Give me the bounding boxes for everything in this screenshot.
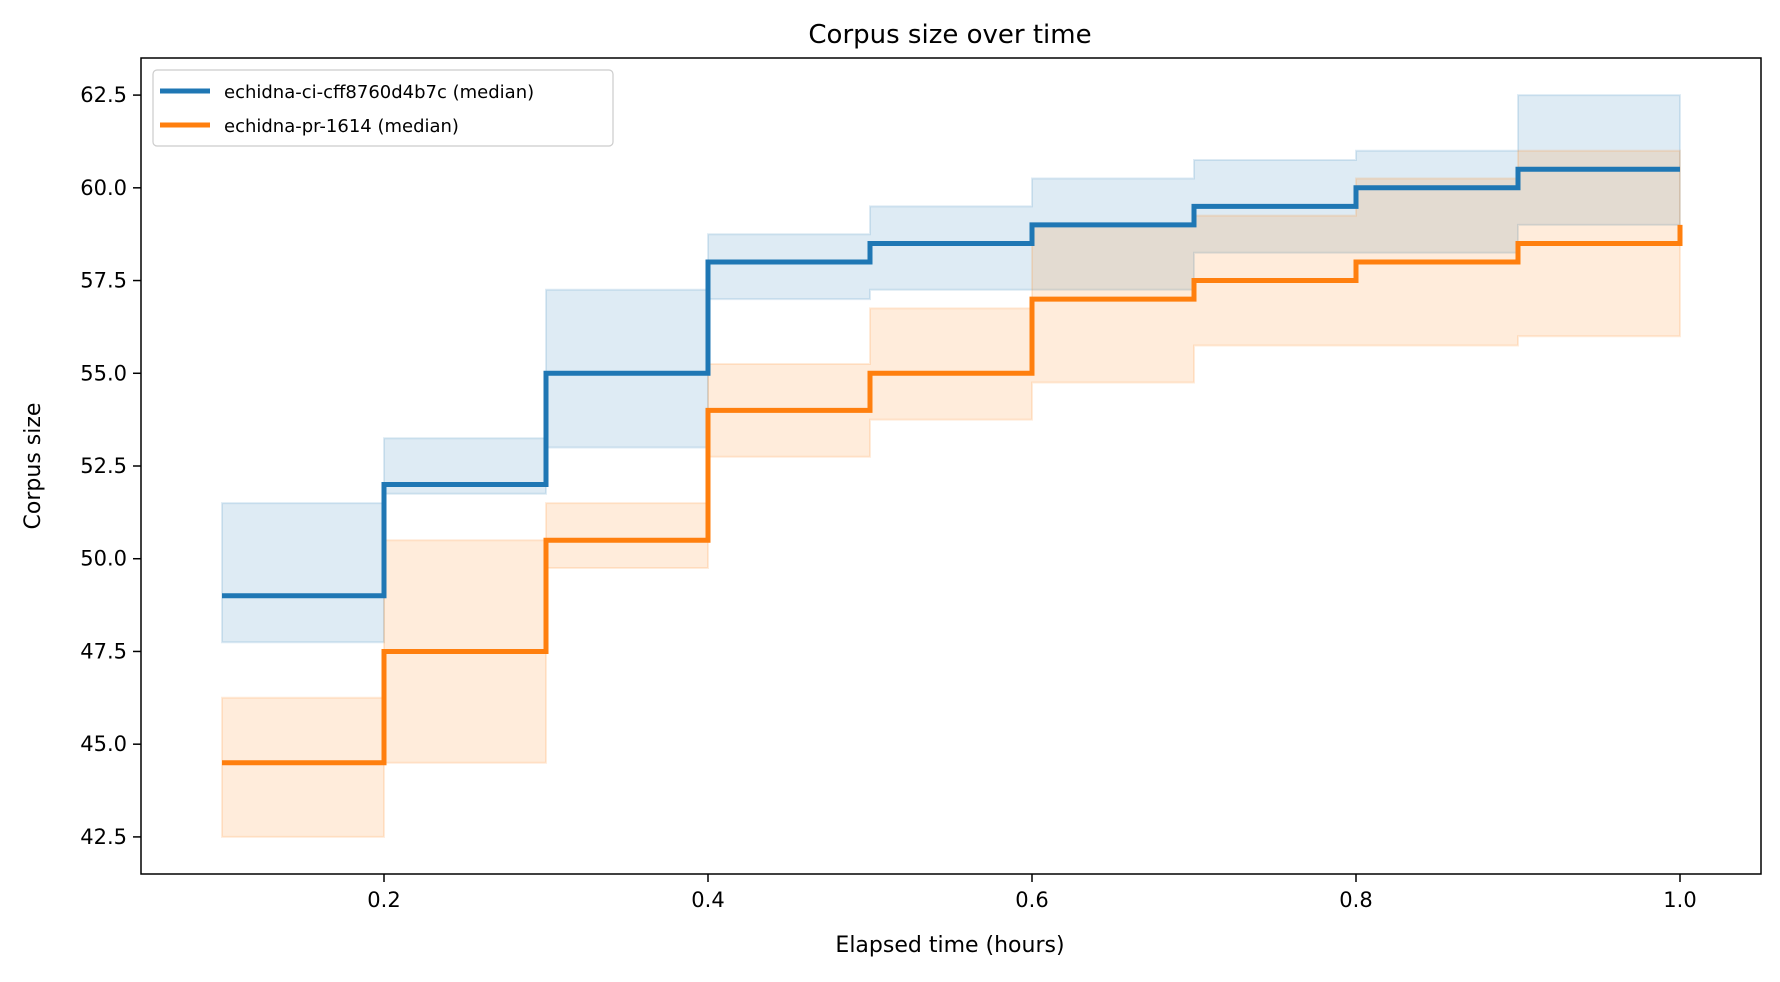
x-axis-ticks: 0.2 0.4 0.6 0.8 1.0 — [367, 874, 1697, 912]
median-lines — [222, 166, 1683, 766]
y-tick-label: 52.5 — [80, 454, 127, 478]
y-tick-label: 47.5 — [80, 639, 127, 663]
y-axis-label: Corpus size — [21, 403, 46, 530]
legend-box — [152, 69, 614, 147]
median-line-series-0 — [222, 166, 1680, 599]
y-tick-label: 50.0 — [80, 547, 127, 571]
band-series-0 — [221, 94, 1681, 644]
x-tick-label: 0.4 — [691, 888, 724, 912]
x-tick-label: 1.0 — [1663, 888, 1696, 912]
y-tick-label: 62.5 — [80, 83, 127, 107]
x-tick-label: 0.2 — [367, 888, 400, 912]
y-tick-label: 55.0 — [80, 361, 127, 385]
legend-label-pr: echidna-pr-1614 (median) — [224, 116, 459, 137]
legend-label-ci: echidna-ci-cff8760d4b7c (median) — [224, 82, 534, 103]
chart-title: Corpus size over time — [808, 20, 1091, 50]
x-tick-label: 0.6 — [1015, 888, 1048, 912]
y-tick-label: 42.5 — [80, 825, 127, 849]
y-axis-ticks: 42.5 45.0 47.5 50.0 52.5 55.0 57.5 60.0 62.5 — [80, 83, 141, 849]
y-tick-label: 57.5 — [80, 269, 127, 293]
legend: echidna-ci-cff8760d4b7c (median) echidna… — [152, 69, 614, 147]
confidence-bands — [221, 94, 1681, 838]
y-tick-label: 45.0 — [80, 732, 127, 756]
median-line-series-1 — [222, 224, 1683, 766]
x-axis-label: Elapsed time (hours) — [835, 933, 1064, 958]
x-tick-label: 0.8 — [1339, 888, 1372, 912]
y-tick-label: 60.0 — [80, 176, 127, 200]
